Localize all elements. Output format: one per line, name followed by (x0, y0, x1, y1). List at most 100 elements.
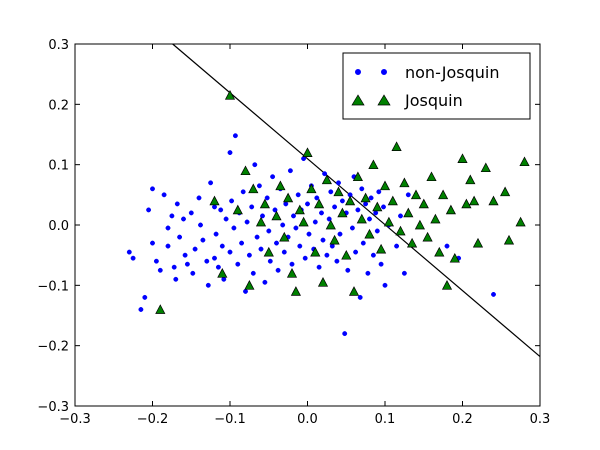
point-non-josquin (283, 201, 289, 207)
point-josquin (387, 195, 398, 206)
point-non-josquin (281, 249, 287, 255)
y-ticks: −0.3 −0.2 −0.1 0.0 0.1 0.2 0.3 (37, 38, 540, 415)
y-tick-label: 0.3 (48, 38, 69, 53)
point-non-josquin (491, 291, 496, 297)
point-non-josquin (205, 282, 211, 288)
point-non-josquin (266, 228, 272, 234)
point-non-josquin (272, 207, 278, 213)
point-josquin (263, 246, 274, 257)
point-non-josquin (204, 258, 210, 264)
point-non-josquin (126, 249, 132, 255)
point-non-josquin (239, 240, 245, 246)
point-non-josquin (244, 219, 250, 225)
point-josquin (325, 219, 336, 230)
point-josquin (279, 231, 290, 242)
point-non-josquin (293, 225, 299, 231)
point-josquin (317, 277, 329, 287)
point-josquin (255, 216, 267, 227)
point-non-josquin (232, 133, 238, 139)
point-non-josquin (215, 264, 221, 270)
point-josquin (298, 216, 309, 227)
point-non-josquin (218, 207, 224, 213)
point-non-josquin (291, 213, 296, 219)
point-josquin (329, 234, 340, 245)
point-non-josquin (270, 174, 276, 180)
y-tick-label: 0.1 (48, 159, 69, 174)
x-tick-label: 0.1 (375, 412, 396, 427)
point-non-josquin (334, 258, 340, 264)
y-tick-label: −0.1 (37, 279, 69, 294)
point-josquin (209, 195, 220, 206)
y-tick-label: −0.3 (37, 400, 69, 415)
point-non-josquin (252, 162, 258, 168)
point-non-josquin (398, 213, 403, 219)
point-non-josquin (240, 189, 246, 195)
point-josquin (368, 159, 379, 170)
point-non-josquin (171, 264, 177, 270)
point-non-josquin (297, 243, 303, 249)
point-josquin (356, 213, 367, 224)
point-josquin (500, 186, 511, 197)
point-non-josquin (262, 279, 268, 285)
point-non-josquin (130, 255, 136, 261)
x-ticks: −0.3 −0.2 −0.1 0.0 0.1 0.2 0.3 (59, 44, 550, 427)
point-non-josquin (258, 246, 264, 252)
point-non-josquin (360, 240, 366, 246)
point-non-josquin (212, 255, 217, 261)
point-josquin (434, 246, 445, 257)
point-non-josquin (326, 216, 332, 222)
point-josquin (294, 204, 305, 215)
point-josquin (441, 280, 453, 290)
point-non-josquin (150, 186, 155, 192)
point-josquin (240, 165, 251, 176)
point-non-josquin (349, 225, 355, 231)
point-non-josquin (370, 252, 376, 258)
point-non-josquin (329, 243, 335, 249)
point-josquin (519, 156, 530, 167)
point-josquin (391, 141, 402, 151)
point-non-josquin (177, 234, 183, 240)
decision-boundary-layer (172, 43, 541, 357)
point-josquin (403, 207, 414, 218)
point-josquin (457, 153, 468, 163)
point-non-josquin (305, 201, 310, 207)
point-non-josquin (260, 213, 265, 219)
point-non-josquin (444, 243, 450, 249)
point-non-josquin (316, 264, 322, 270)
point-josquin (232, 204, 243, 215)
legend-label-non-josquin: non-Josquin (405, 63, 499, 82)
point-josquin (321, 174, 332, 185)
point-non-josquin (231, 225, 237, 231)
point-josquin (337, 207, 348, 218)
point-josquin (248, 183, 259, 194)
point-non-josquin (363, 201, 369, 207)
point-non-josquin (190, 270, 196, 276)
point-josquin (418, 198, 429, 209)
point-non-josquin (227, 249, 233, 255)
point-josquin (407, 237, 418, 248)
point-josquin (399, 177, 410, 188)
point-non-josquin (319, 210, 324, 216)
point-josquin (275, 180, 286, 191)
point-non-josquin (264, 195, 270, 201)
legend-box (342, 52, 531, 120)
y-tick-label: 0.0 (48, 219, 69, 234)
point-josquin (503, 234, 515, 245)
point-non-josquin (243, 288, 248, 294)
point-non-josquin (188, 210, 194, 216)
point-non-josquin (301, 156, 307, 162)
point-non-josquin (256, 183, 262, 189)
x-tick-label: −0.3 (59, 412, 91, 427)
point-non-josquin (184, 261, 190, 267)
point-josquin (488, 195, 499, 206)
point-non-josquin (306, 231, 312, 237)
point-non-josquin (289, 261, 295, 267)
point-josquin (372, 201, 383, 212)
y-tick-label: −0.2 (37, 340, 69, 355)
legend-marker-non-josquin (381, 69, 387, 75)
y-tick-label: 0.2 (48, 98, 69, 113)
point-josquin (244, 280, 255, 290)
point-non-josquin (254, 234, 260, 240)
point-josquin (302, 147, 313, 157)
point-josquin (383, 216, 394, 227)
